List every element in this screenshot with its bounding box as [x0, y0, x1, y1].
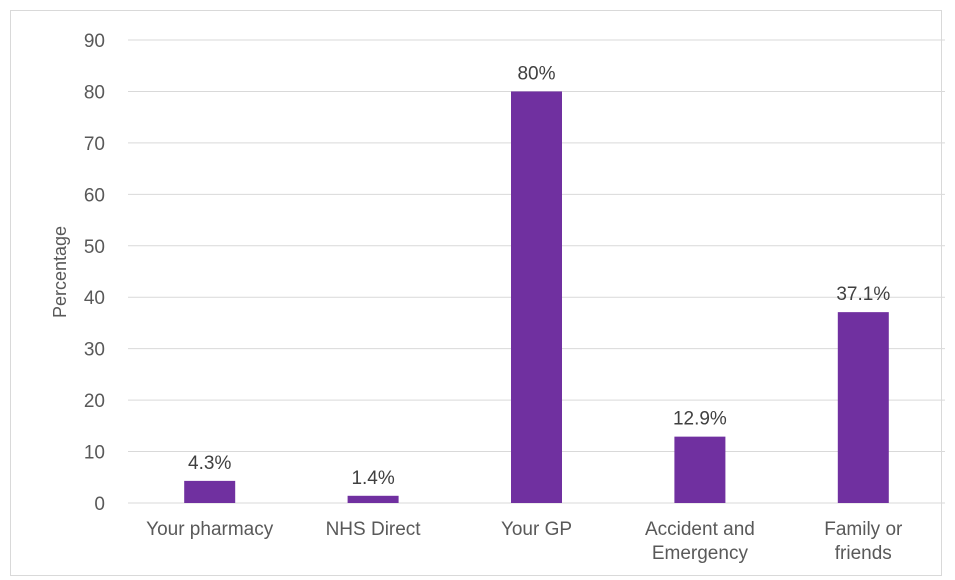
x-category-label: Accident and Emergency — [645, 519, 755, 564]
x-category-label: NHS Direct — [326, 519, 422, 540]
x-axis-categories: Your pharmacy NHS Direct Your GP Accident a… — [146, 519, 903, 564]
y-tick-label: 0 — [94, 494, 105, 515]
y-tick-label: 20 — [84, 391, 105, 412]
bar — [511, 91, 562, 503]
y-tick-label: 60 — [84, 185, 105, 206]
bar — [347, 495, 399, 503]
data-label: 4.3% — [188, 453, 231, 474]
bar — [674, 436, 726, 503]
data-label: 80% — [517, 63, 555, 84]
y-tick-label: 30 — [84, 340, 105, 361]
y-tick-label: 50 — [84, 237, 105, 258]
chart-frame — [10, 10, 942, 576]
bars — [184, 91, 889, 503]
x-category-label: Your pharmacy — [146, 519, 274, 540]
bar — [837, 312, 889, 503]
x-category-label: Your GP — [501, 519, 572, 540]
y-tick-label: 80 — [84, 82, 105, 103]
data-labels: 4.3% 1.4% 80% 12.9% 37.1% — [188, 63, 890, 488]
y-tick-label: 90 — [84, 31, 105, 52]
y-axis-ticks: 0 10 20 30 40 50 60 70 80 90 — [84, 31, 105, 515]
y-tick-label: 10 — [84, 443, 105, 464]
bar — [184, 480, 236, 503]
y-axis-label: Percentage — [50, 226, 70, 318]
y-tick-label: 40 — [84, 288, 105, 309]
y-tick-label: 70 — [84, 134, 105, 155]
x-category-label: Family or friends — [824, 519, 903, 564]
data-label: 37.1% — [836, 284, 890, 305]
data-label: 12.9% — [673, 409, 727, 430]
data-label: 1.4% — [351, 468, 394, 489]
